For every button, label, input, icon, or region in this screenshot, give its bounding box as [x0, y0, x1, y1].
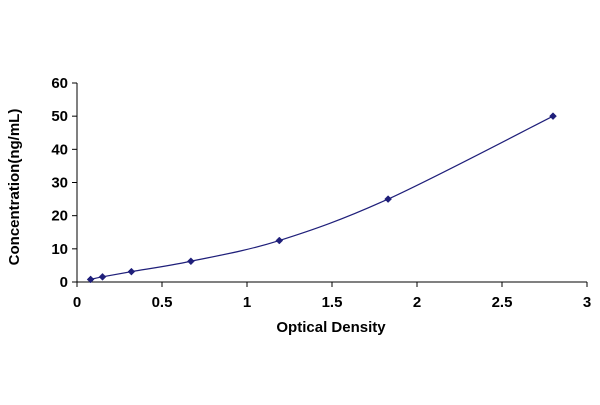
series-curve	[90, 115, 554, 280]
y-tick-label: 30	[51, 175, 68, 192]
y-tick-label: 10	[51, 241, 68, 258]
x-tick-label: 0.5	[152, 294, 173, 311]
x-axis-title: Optical Density	[276, 319, 386, 336]
y-axis-title: Concentration(ng/mL)	[6, 109, 23, 266]
ticks: 0 10 20 30 40 50 60 0 0.5 1 1.5 2 2.5 3	[51, 75, 591, 311]
x-tick-label: 1.5	[322, 294, 343, 311]
y-tick-label: 60	[51, 75, 68, 92]
y-tick-label: 50	[51, 108, 68, 125]
y-tick-label: 0	[60, 274, 68, 291]
data-point-marker	[86, 275, 95, 284]
data-point-marker	[549, 112, 557, 121]
data-point-marker	[127, 267, 136, 276]
axes	[76, 83, 587, 283]
curve	[90, 115, 554, 280]
x-tick-label: 1	[243, 294, 251, 311]
data-point-marker	[98, 272, 107, 281]
x-tick-label: 0	[73, 294, 81, 311]
x-tick-label: 2	[413, 294, 421, 311]
data-point-marker	[275, 236, 284, 245]
x-tick-label: 2.5	[492, 294, 513, 311]
x-tick-label: 3	[583, 294, 591, 311]
data-point-marker	[187, 257, 195, 266]
data-point-marker	[384, 195, 392, 203]
points	[86, 112, 557, 284]
y-tick-label: 20	[51, 208, 68, 225]
y-tick-label: 40	[51, 141, 68, 158]
